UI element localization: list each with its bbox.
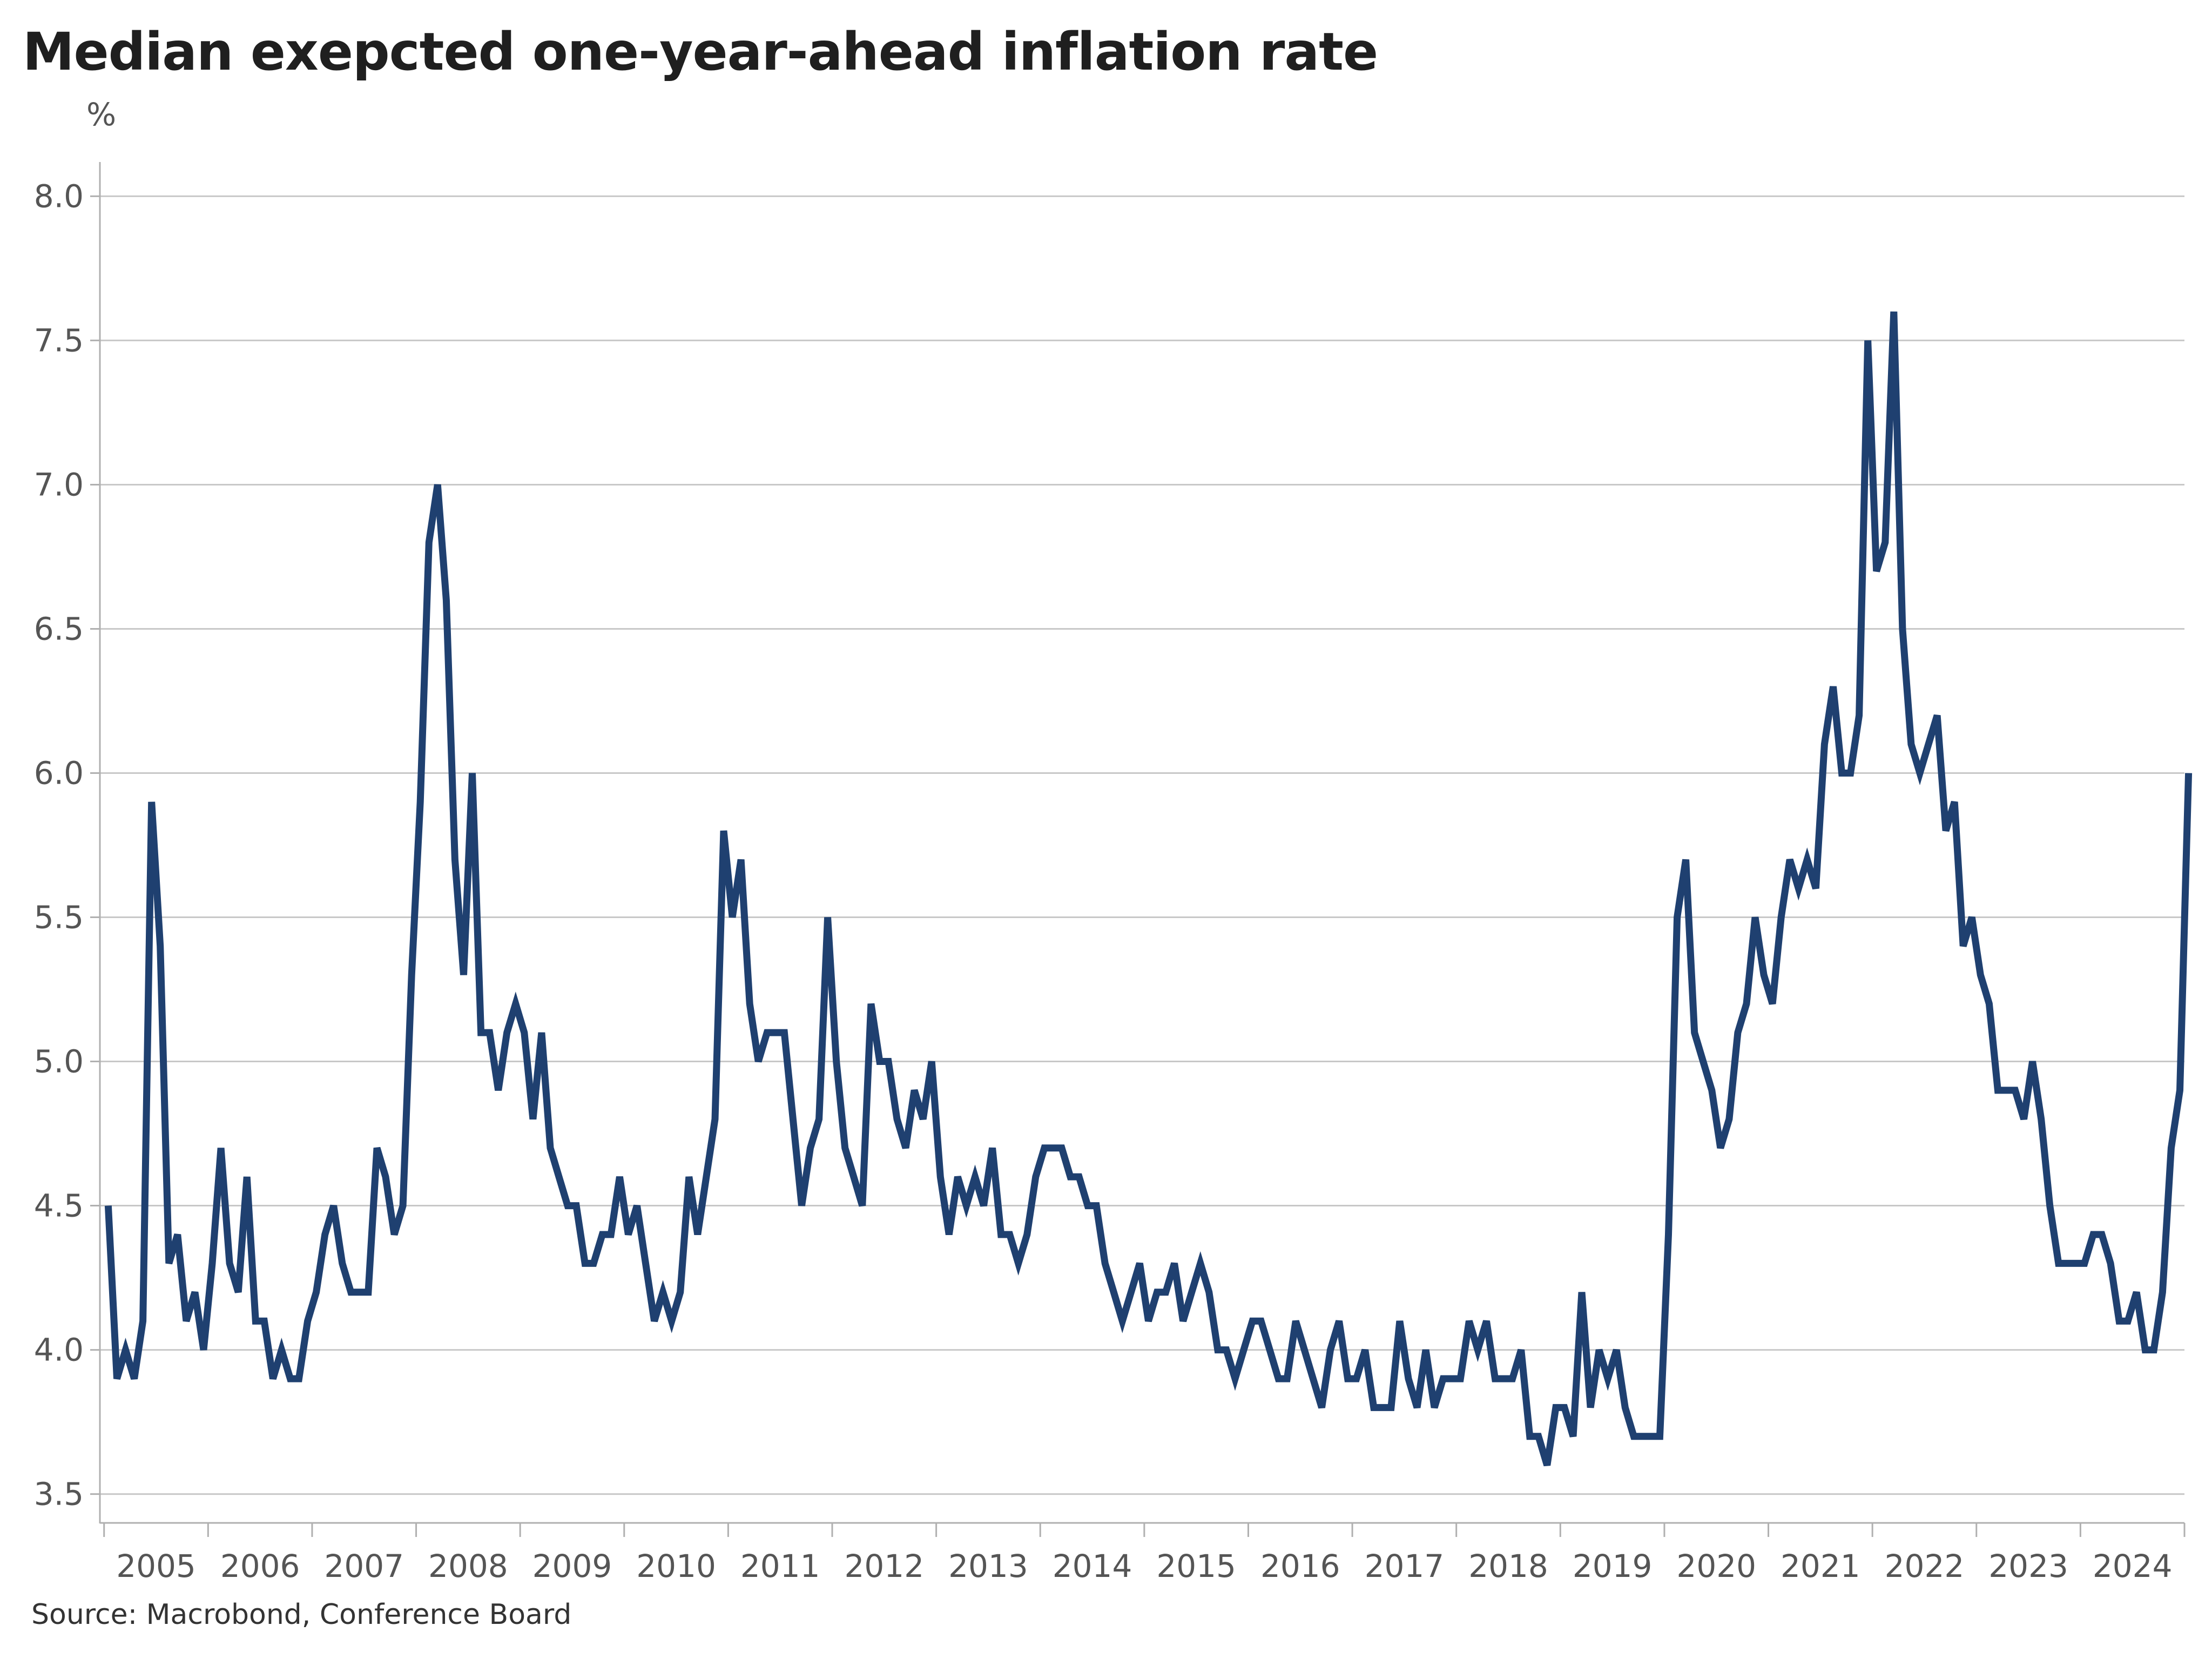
x-tick-label: 2016 (1260, 1548, 1340, 1584)
y-tick-label: 5.5 (34, 899, 84, 936)
y-tick-label: 5.0 (34, 1043, 84, 1080)
x-tick-label: 2022 (1885, 1548, 1965, 1584)
x-tick-label: 2021 (1781, 1548, 1860, 1584)
y-tick-label: 7.5 (34, 322, 84, 359)
x-tick-label: 2018 (1468, 1548, 1548, 1584)
x-tick-label: 2019 (1573, 1548, 1653, 1584)
x-tick-label: 2020 (1676, 1548, 1756, 1584)
y-tick-label: 7.0 (34, 466, 84, 503)
x-tick-label: 2017 (1365, 1548, 1445, 1584)
x-tick-label: 2013 (948, 1548, 1028, 1584)
x-tick-label: 2008 (428, 1548, 508, 1584)
x-tick-label: 2010 (636, 1548, 716, 1584)
y-tick-label: 4.0 (34, 1332, 84, 1368)
series-line (104, 311, 2193, 1467)
source-note: Source: Macrobond, Conference Board (31, 1599, 572, 1631)
y-tick-label: 3.5 (34, 1476, 84, 1513)
x-tick-label: 2007 (324, 1548, 404, 1584)
y-tick-label: 8.0 (34, 178, 84, 214)
series-layer (104, 311, 2193, 1467)
axes (99, 162, 2184, 1524)
y-tick-label: 6.0 (34, 754, 84, 791)
y-axis-ticks: 3.5 4.0 4.5 5.0 5.5 6.0 6.5 7.0 7.5 8.0 (34, 178, 100, 1513)
x-tick-label: 2011 (740, 1548, 820, 1584)
chart-title: Median exepcted one-year-ahead inflation… (23, 22, 1378, 82)
y-tick-label: 6.5 (34, 610, 84, 647)
y-tick-label: 4.5 (34, 1188, 84, 1224)
y-axis-unit-label: % (86, 96, 116, 133)
gridlines (100, 195, 2184, 1495)
x-tick-label: 2014 (1053, 1548, 1132, 1584)
x-tick-label: 2024 (2093, 1548, 2173, 1584)
x-tick-label: 2006 (220, 1548, 300, 1584)
x-tick-label: 2012 (845, 1548, 925, 1584)
x-tick-label: 2005 (116, 1548, 196, 1584)
x-axis-ticks: 2005 2006 2007 2008 2009 2010 2011 2012 2013 2014… (103, 1523, 2186, 1584)
x-tick-label: 2015 (1156, 1548, 1236, 1584)
x-tick-label: 2023 (1988, 1548, 2068, 1584)
x-tick-label: 2009 (532, 1548, 612, 1584)
